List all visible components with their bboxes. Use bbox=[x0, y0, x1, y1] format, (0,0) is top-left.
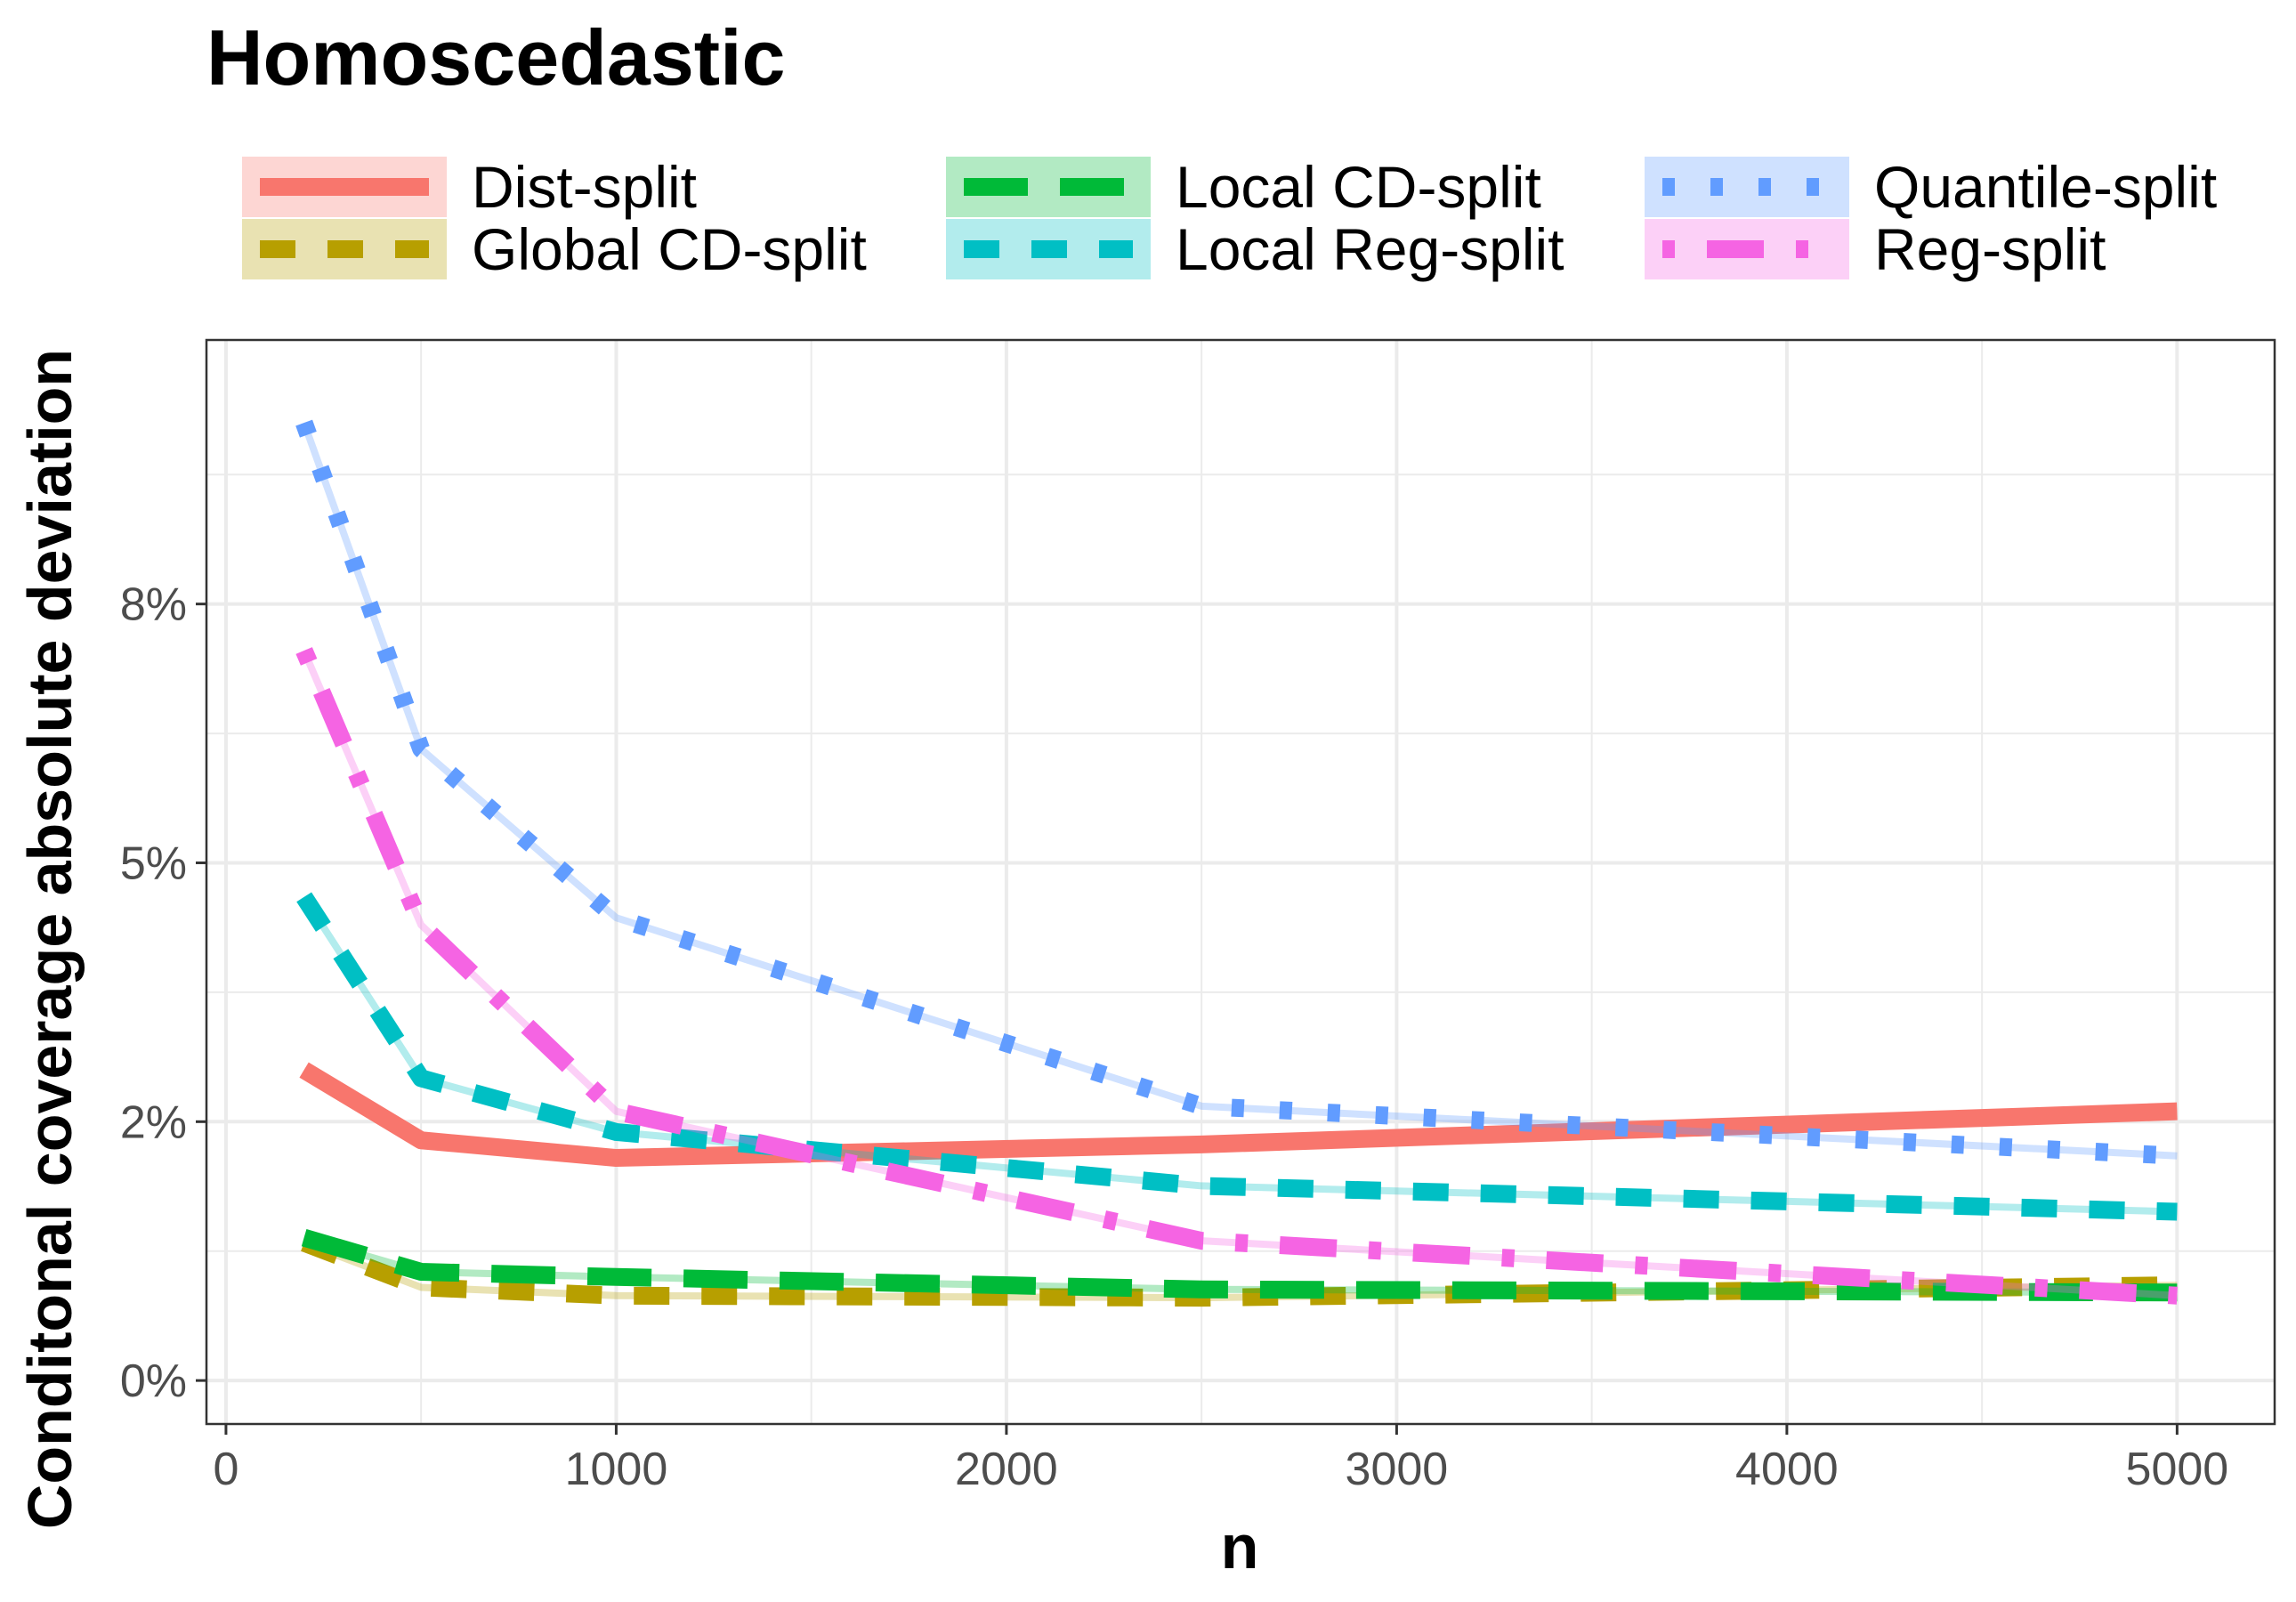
x-tick-label: 3000 bbox=[1346, 1444, 1449, 1495]
legend-label: Local CD-split bbox=[1176, 154, 1541, 220]
legend-item-local-cd-split: Local CD-split bbox=[946, 154, 1541, 220]
x-tick-label: 0 bbox=[213, 1444, 238, 1495]
legend-item-dist-split: Dist-split bbox=[242, 154, 697, 220]
legend-label: Local Reg-split bbox=[1176, 216, 1564, 282]
series-local-reg-split bbox=[296, 892, 2178, 1221]
series-line bbox=[299, 1062, 2178, 1168]
x-tick-label: 1000 bbox=[565, 1444, 668, 1495]
legend-item-reg-split: Reg-split bbox=[1645, 216, 2106, 282]
legend-label: Global CD-split bbox=[472, 216, 867, 282]
series-global-cd-split bbox=[301, 1234, 2178, 1307]
series-line bbox=[295, 419, 2178, 1165]
series-lines bbox=[295, 419, 2178, 1307]
series-local-cd-split bbox=[301, 1229, 2178, 1302]
legend-item-local-reg-split: Local Reg-split bbox=[946, 216, 1564, 282]
x-axis-title: n bbox=[1221, 1512, 1259, 1582]
legend-label: Reg-split bbox=[1874, 216, 2106, 282]
chart-title: Homoscedastic bbox=[206, 13, 785, 101]
legend-label: Quantile-split bbox=[1874, 154, 2217, 220]
y-tick-label: 5% bbox=[120, 837, 187, 889]
y-axis-title: Conditonal coverage absolute deviation bbox=[15, 349, 85, 1529]
legend-label: Dist-split bbox=[472, 154, 697, 220]
series-line bbox=[296, 892, 2178, 1221]
series-quantile-split bbox=[295, 419, 2178, 1165]
series-line bbox=[295, 647, 2178, 1305]
plot-border bbox=[205, 338, 2276, 1426]
plot-area bbox=[206, 340, 2275, 1424]
series-dist-split bbox=[299, 1062, 2178, 1168]
plot-background bbox=[206, 340, 2275, 1424]
y-tick-label: 0% bbox=[120, 1355, 187, 1407]
x-tick-label: 5000 bbox=[2126, 1444, 2229, 1495]
x-tick-label: 2000 bbox=[955, 1444, 1058, 1495]
y-tick-label: 2% bbox=[120, 1096, 187, 1148]
legend-item-global-cd-split: Global CD-split bbox=[242, 216, 867, 282]
series-line bbox=[301, 1234, 2178, 1307]
legend-item-quantile-split: Quantile-split bbox=[1645, 154, 2217, 220]
x-tick-label: 4000 bbox=[1735, 1444, 1839, 1495]
y-tick-label: 8% bbox=[120, 579, 187, 631]
series-line bbox=[301, 1229, 2178, 1302]
series-reg-split bbox=[295, 647, 2178, 1305]
grid-lines bbox=[206, 340, 2275, 1424]
axes: 0 1000 2000 3000 4000 5000 0% 2% 5% 8% bbox=[120, 338, 2276, 1495]
